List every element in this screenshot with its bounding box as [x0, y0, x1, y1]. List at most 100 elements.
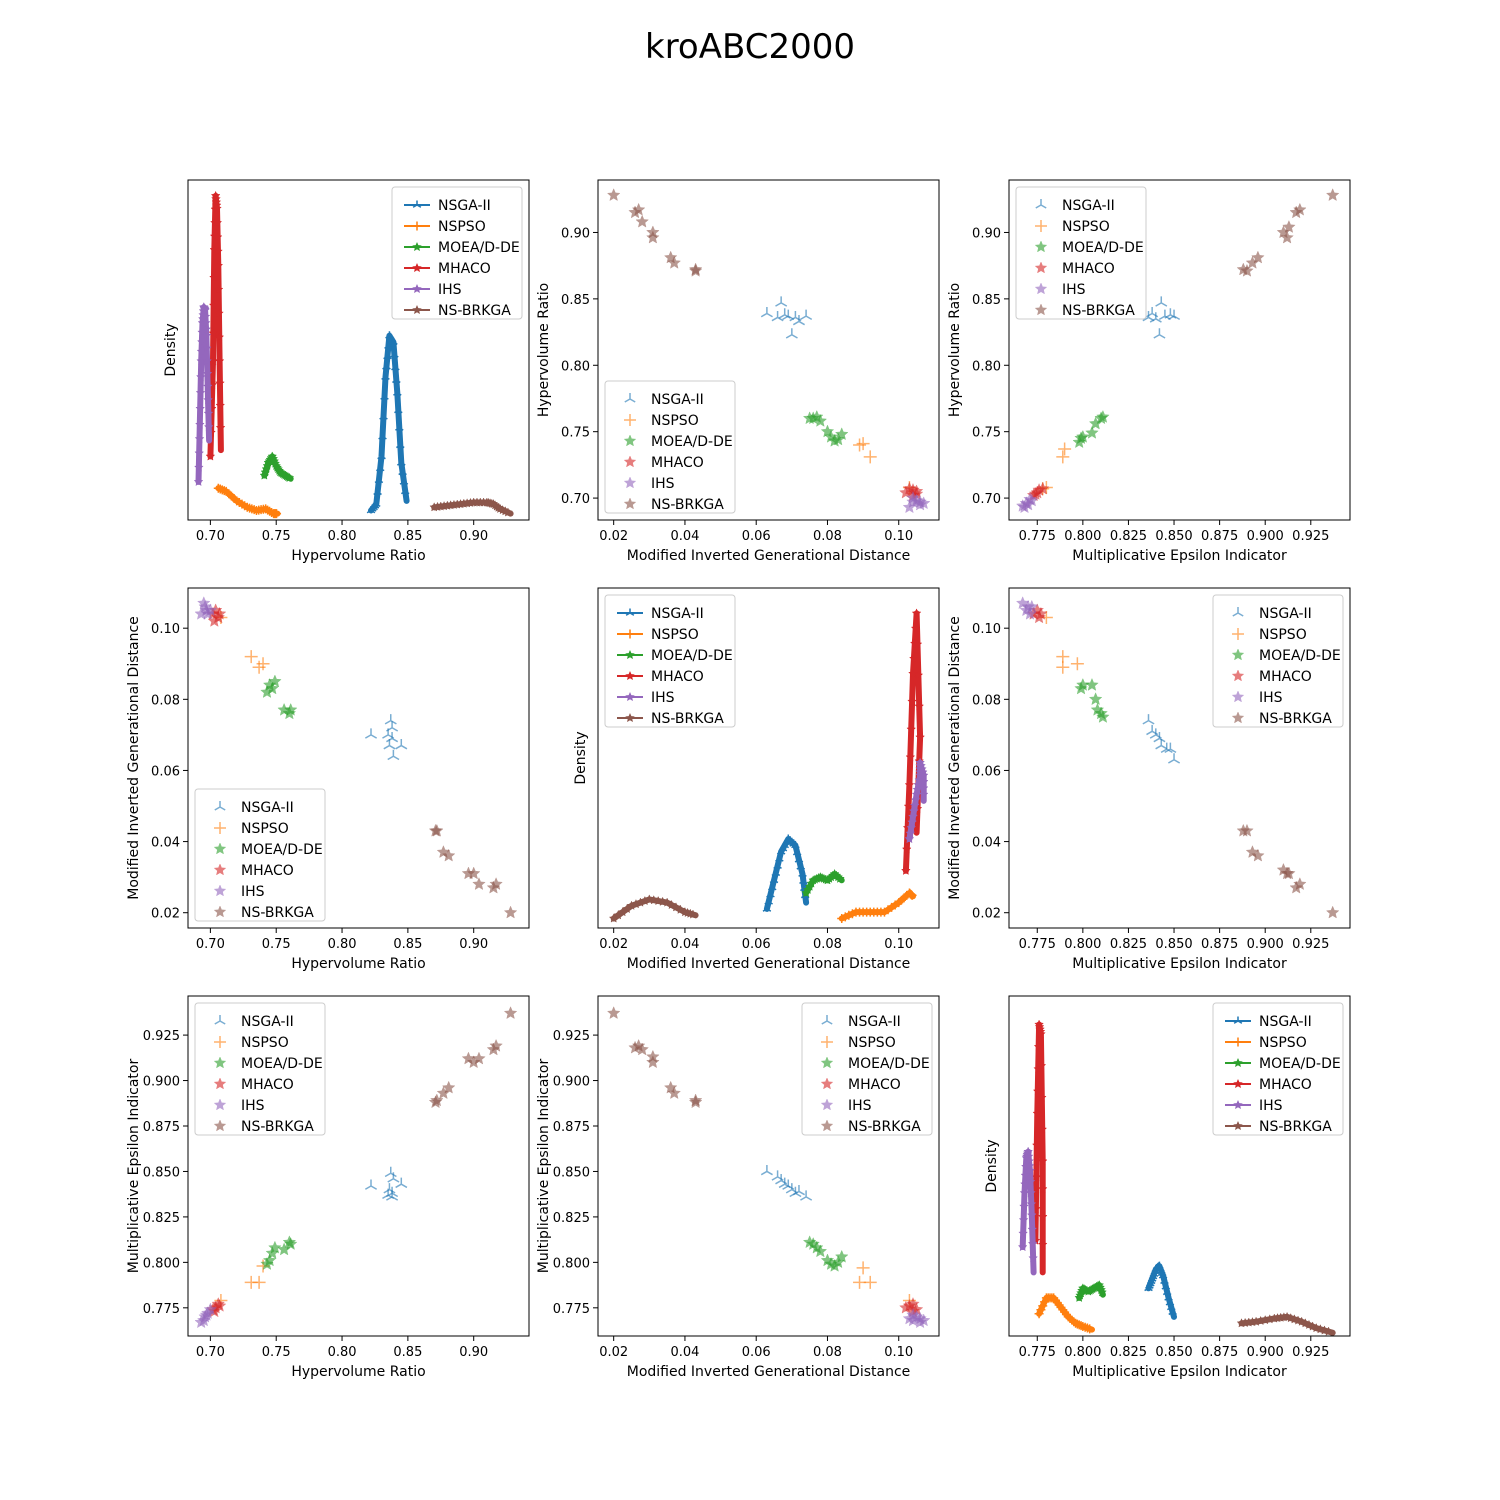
curve-marker	[910, 794, 921, 805]
legend-box	[1015, 186, 1147, 320]
x-tick-label: 0.02	[599, 529, 628, 544]
data-point	[1164, 742, 1177, 754]
x-tick-label: 0.70	[196, 1345, 225, 1360]
legend-item: NS-BRKGA	[617, 711, 724, 727]
data-point	[606, 188, 621, 202]
series-ns-brkga	[608, 894, 699, 923]
legend-marker	[412, 262, 422, 273]
data-point	[1146, 306, 1159, 318]
series-nsga-ii	[1142, 296, 1181, 339]
plot-area	[193, 190, 514, 519]
x-tick-label: 0.85	[393, 1345, 422, 1360]
plot-area	[1015, 596, 1340, 919]
curve-marker	[907, 890, 917, 900]
curve-marker	[397, 458, 406, 466]
legend-item: IHS	[820, 1098, 872, 1114]
data-point	[1282, 866, 1296, 880]
x-tick-label: 0.875	[1201, 937, 1238, 952]
legend-label: NSGA-II	[241, 800, 294, 816]
legend-item: MHACO	[1225, 1077, 1312, 1093]
legend-box	[801, 1002, 933, 1136]
data-point	[646, 230, 660, 244]
curve-marker	[392, 375, 401, 384]
curve-marker	[762, 904, 772, 912]
x-tick-label: 0.875	[1201, 529, 1238, 544]
curve-marker	[212, 232, 223, 242]
legend-label: NSPSO	[1062, 219, 1110, 235]
legend-item: MHACO	[1231, 669, 1312, 685]
legend-item: MHACO	[617, 669, 704, 685]
data-point	[1167, 309, 1181, 321]
x-tick-label: 0.10	[884, 937, 913, 952]
curve-marker	[907, 696, 918, 706]
legend-label: NSGA-II	[651, 606, 704, 622]
curve-marker	[791, 840, 800, 849]
curve-marker	[396, 440, 405, 449]
y-tick-label: 0.90	[972, 226, 1001, 241]
legend-marker	[623, 497, 637, 510]
y-axis-label: Multiplicative Epsilon Indicator	[126, 1059, 142, 1274]
data-point	[466, 866, 481, 880]
x-axis-label: Modified Inverted Generational Distance	[627, 1364, 911, 1380]
curve-marker	[503, 507, 513, 517]
curve-marker	[219, 486, 229, 496]
x-tick-label: 0.825	[1110, 529, 1147, 544]
legend-label: MOEA/D-DE	[848, 1056, 930, 1072]
curve-marker	[1034, 1309, 1044, 1319]
data-point	[1056, 450, 1070, 464]
legend-marker	[1035, 199, 1047, 209]
series-nsga-ii	[364, 714, 408, 761]
curve-marker	[913, 670, 924, 680]
legend-label: NSPSO	[241, 1035, 289, 1051]
legend-marker	[412, 200, 422, 208]
data-point	[1251, 250, 1265, 264]
data-point	[775, 296, 788, 307]
legend-label: NSGA-II	[1259, 1014, 1312, 1030]
curve-marker	[217, 485, 227, 495]
data-point	[489, 877, 503, 891]
legend: NSGA-II NSPSO MOEA/D-DE MHACO IHS NS-BRKGA	[194, 788, 326, 922]
data-point	[252, 1275, 266, 1289]
curve-marker	[379, 412, 388, 420]
x-tick-label: 0.10	[884, 529, 913, 544]
data-point	[1056, 660, 1070, 674]
x-tick-label: 0.85	[393, 529, 422, 544]
data-point	[646, 1055, 660, 1069]
legend-item: NSGA-II	[1232, 606, 1312, 622]
data-point	[667, 1086, 682, 1100]
series-ihs	[904, 757, 929, 844]
legend-marker	[1233, 1078, 1243, 1089]
curve-marker	[908, 653, 919, 663]
legend-item: NSPSO	[214, 1035, 289, 1051]
x-tick-label: 0.10	[884, 1345, 913, 1360]
series-moea-d-de	[260, 674, 298, 720]
curve-marker	[1037, 1124, 1048, 1134]
legend-marker	[623, 476, 637, 489]
curve-marker	[904, 779, 915, 790]
legend-label: IHS	[1062, 282, 1086, 298]
series-nspso	[853, 1261, 916, 1308]
axes-frame	[597, 587, 940, 929]
series-ns-brkga	[606, 188, 703, 277]
legend-label: MOEA/D-DE	[241, 842, 323, 858]
series-ihs	[193, 301, 214, 487]
data-point	[1155, 739, 1168, 750]
x-tick-label: 0.850	[1155, 937, 1192, 952]
legend-item: IHS	[1225, 1098, 1283, 1114]
series-mhaco	[1030, 1019, 1048, 1276]
legend-marker	[412, 241, 422, 252]
curve-marker	[284, 472, 295, 483]
series-nsga-ii	[762, 834, 810, 912]
data-point	[1155, 296, 1168, 307]
series-ns-brkga	[1236, 188, 1340, 277]
legend-marker	[625, 712, 635, 723]
curve-marker	[1026, 1198, 1037, 1209]
legend-item: NS-BRKGA	[820, 1119, 921, 1135]
x-tick-label: 0.75	[262, 1345, 291, 1360]
x-tick-label: 0.775	[1019, 937, 1056, 952]
data-point	[1023, 492, 1037, 506]
data-point	[386, 1186, 399, 1198]
legend-marker	[1231, 648, 1245, 661]
x-axis-label: Hypervolume Ratio	[291, 548, 425, 564]
y-tick-label: 0.775	[553, 1302, 590, 1317]
